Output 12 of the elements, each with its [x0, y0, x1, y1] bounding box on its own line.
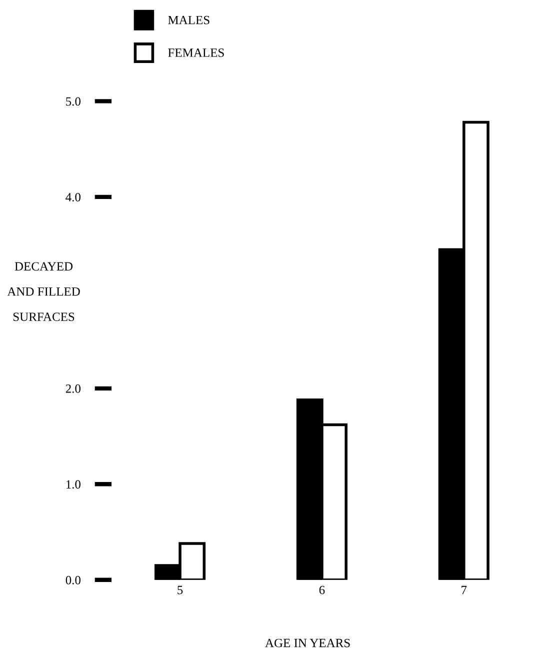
legend-label: MALES [168, 16, 210, 24]
y-tick-label: 1.0 [66, 480, 80, 489]
text: DECAYED AND FILLED SURFACES [7, 262, 80, 322]
x-tick-label: 5 [178, 586, 183, 594]
x-tick-label: 6 [319, 586, 325, 594]
x-axis-title: AGE IN YEARS [265, 638, 350, 648]
y-tick-label: 5.0 [66, 97, 80, 106]
legend-label: FEMALES [168, 48, 224, 57]
x-tick-label: 7 [462, 586, 467, 594]
y-tick-label: 4.0 [66, 192, 80, 202]
y-tick-label: 2.0 [66, 384, 80, 393]
y-tick-label: 0.0 [66, 576, 80, 584]
